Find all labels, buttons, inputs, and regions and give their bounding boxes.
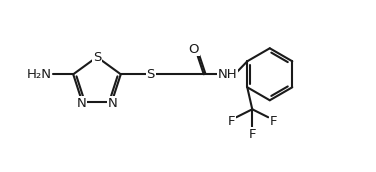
Text: NH: NH	[218, 68, 238, 81]
Text: F: F	[270, 115, 277, 128]
Text: F: F	[249, 128, 256, 141]
Text: O: O	[188, 43, 199, 56]
Text: S: S	[147, 68, 155, 81]
Text: F: F	[227, 115, 235, 128]
Text: S: S	[93, 51, 101, 63]
Text: H₂N: H₂N	[27, 68, 52, 81]
Text: N: N	[108, 97, 118, 110]
Text: N: N	[76, 97, 86, 110]
